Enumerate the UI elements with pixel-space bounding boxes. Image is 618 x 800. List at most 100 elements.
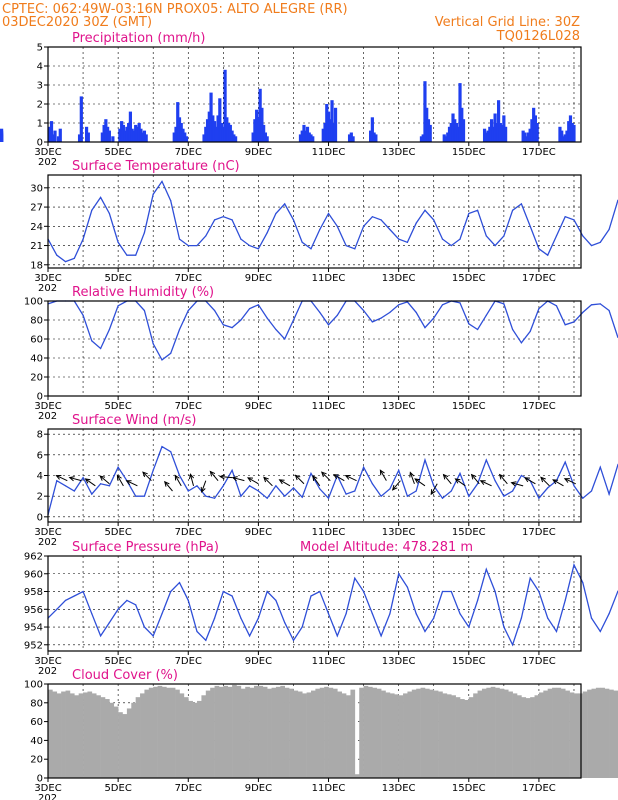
cloud-cover-bar (477, 690, 483, 778)
precip-bar (332, 123, 336, 142)
series-point (468, 495, 470, 497)
series-point (73, 595, 75, 597)
precip-bar (504, 126, 508, 142)
x-tick-label: 7DEC (175, 656, 202, 667)
series-line (47, 180, 618, 263)
wind-arrow (498, 473, 508, 485)
wind-arrow (430, 483, 438, 496)
series-point (170, 352, 172, 354)
series-point (266, 590, 268, 593)
series-point (424, 630, 426, 633)
series-point (117, 608, 119, 610)
series-point (538, 590, 540, 593)
cloud-cover-bar (328, 687, 334, 778)
series-point (406, 495, 409, 497)
series-point (301, 626, 303, 628)
cloud-cover-bar (175, 689, 180, 778)
wind-arrow (200, 480, 207, 494)
series-point (424, 459, 426, 461)
panel-title: Relative Humidity (%) (72, 285, 214, 300)
series-point (126, 254, 128, 256)
series-point (56, 254, 58, 256)
cloud-cover-bar (560, 688, 566, 778)
y-tick-label: 40 (30, 354, 43, 365)
cloud-cover-bar (481, 688, 487, 778)
series-point (117, 241, 119, 243)
precip-bar (372, 132, 376, 142)
cloud-cover-bar (104, 699, 110, 778)
series-point (380, 317, 382, 319)
x-tick-label: 9DEC (245, 527, 272, 538)
x-tick-label: 13DEC (382, 527, 416, 538)
series-point (240, 319, 242, 321)
cloud-cover-bar (573, 693, 579, 778)
series-point (310, 472, 312, 475)
series-point (91, 340, 93, 342)
x-tick-label: 15DEC (452, 656, 486, 667)
precip-bar (104, 119, 108, 142)
cloud-cover-bar (245, 686, 250, 778)
precip-bar (118, 128, 122, 142)
cloud-cover-bar (310, 690, 316, 778)
series-point (301, 496, 303, 498)
cloud-cover-bar (503, 689, 509, 778)
precip-bar (321, 128, 325, 142)
cloud-cover-bar (446, 694, 452, 778)
model-altitude: Model Altitude: 478.281 m (300, 540, 473, 555)
series-point (389, 228, 391, 231)
cloud-cover-bar (197, 700, 202, 778)
series-point (178, 582, 181, 584)
wind-arrow (164, 480, 173, 492)
precip-bar (423, 81, 427, 142)
series-point (213, 617, 216, 619)
precip-bar (221, 126, 225, 142)
series-point (520, 342, 522, 344)
wind-arrow (116, 474, 124, 487)
precip-bar (449, 123, 453, 142)
cloud-cover-bar (275, 686, 281, 778)
series-point (266, 497, 268, 499)
series-point (249, 635, 251, 637)
cloud-cover-bar (350, 689, 356, 778)
series-point (494, 480, 496, 482)
series-point (336, 635, 338, 637)
precip-bar (447, 126, 452, 142)
precip-bar (370, 117, 374, 142)
cloud-cover-bar (595, 687, 601, 778)
precip-bar (428, 124, 432, 142)
cloud-cover-bar (508, 691, 513, 778)
series-point (117, 305, 119, 307)
precip-bar (325, 104, 329, 142)
cloud-cover-bar (201, 695, 207, 778)
series-point (231, 469, 233, 471)
series-point (503, 495, 505, 497)
wind-arrow (312, 475, 321, 487)
precip-bar (209, 92, 213, 142)
precip-bar (127, 123, 131, 142)
precip-bar (351, 136, 355, 142)
panel-title: Surface Wind (m/s) (72, 413, 196, 428)
cloud-cover-bar (284, 687, 290, 778)
wind-arrow (278, 479, 291, 487)
precip-bar (300, 130, 304, 142)
y-tick-label: 80 (30, 698, 43, 709)
cloud-cover-bar (394, 694, 399, 778)
series-point (599, 630, 601, 633)
y-tick-label: 958 (24, 587, 43, 598)
series-point (231, 219, 233, 221)
precip-bar (530, 119, 534, 142)
precip-bar (204, 126, 208, 142)
series-point (354, 490, 356, 492)
series-point (152, 343, 154, 345)
y-tick-label: 100 (24, 297, 43, 308)
precip-bar (495, 123, 499, 142)
cloud-cover-bar (359, 687, 364, 778)
wind-arrow (218, 474, 233, 480)
series-point (196, 630, 198, 633)
precip-bar (230, 130, 234, 142)
y-tick-label: 8 (37, 430, 43, 441)
precip-bar (525, 136, 529, 142)
series-point (187, 244, 189, 247)
cloud-cover-bar (183, 697, 189, 778)
series-point (205, 495, 207, 497)
